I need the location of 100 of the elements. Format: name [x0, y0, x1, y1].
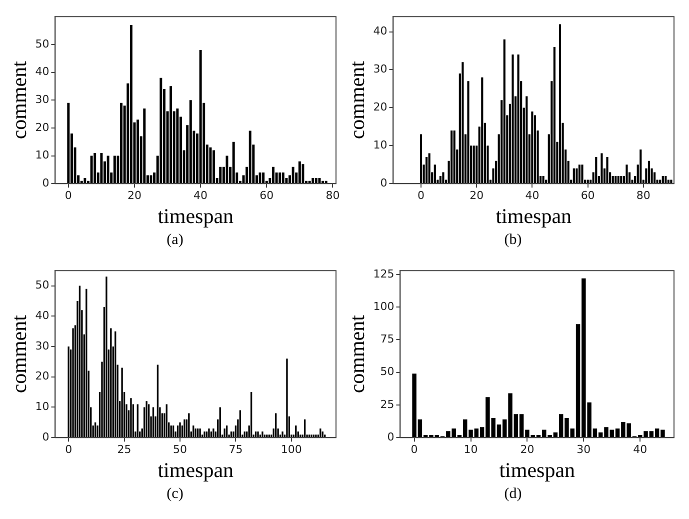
y-tick-label: 25: [380, 398, 394, 411]
bar: [442, 172, 444, 184]
bar: [318, 178, 321, 184]
x-tick-label: 0: [410, 443, 418, 456]
bar: [219, 166, 222, 184]
bar: [434, 164, 436, 184]
y-axis-title: comment: [345, 60, 370, 140]
x-tick-label: 60: [580, 189, 595, 202]
bar: [298, 161, 301, 184]
bar: [312, 178, 314, 184]
bar: [314, 178, 318, 184]
bar: [120, 102, 123, 184]
bar: [67, 102, 70, 184]
bar: [614, 176, 617, 184]
bar: [553, 46, 556, 184]
bar: [428, 153, 430, 184]
bar: [653, 172, 656, 184]
bar: [212, 150, 216, 184]
x-axis-title: timespan: [158, 204, 234, 228]
bar: [640, 149, 642, 184]
x-tick-label: 10: [464, 443, 478, 456]
bar: [542, 176, 544, 184]
bar: [160, 78, 162, 184]
bar: [581, 164, 584, 184]
bar: [453, 130, 456, 184]
bar: [664, 176, 667, 184]
bar: [578, 164, 581, 184]
y-tick-label: 30: [35, 92, 50, 106]
x-tick-label: 80: [326, 189, 340, 202]
x-tick-label: 40: [525, 189, 540, 202]
bar: [662, 176, 664, 184]
text: (d): [504, 485, 522, 504]
bar: [467, 81, 470, 184]
y-tick-label: 50: [380, 365, 394, 378]
x-tick-label: 0: [64, 189, 72, 202]
bar: [292, 166, 294, 184]
bar: [648, 160, 650, 184]
y-tick-label: 100: [373, 300, 394, 313]
y-tick-label: 75: [380, 332, 394, 346]
x-axis-title: timespan: [158, 458, 234, 482]
y-axis-title: comment: [7, 60, 32, 140]
bar: [606, 157, 608, 184]
x-axis-title: timespan: [499, 458, 576, 482]
bar: [670, 180, 672, 184]
bar: [617, 176, 620, 184]
text: (c): [166, 485, 184, 504]
x-tick-label: 25: [117, 443, 132, 456]
x-tick-label: 40: [194, 189, 208, 202]
y-tick-label: 10: [373, 138, 388, 152]
bar: [170, 86, 172, 184]
y-tick-label: 125: [373, 267, 394, 280]
bar: [113, 156, 116, 184]
bar: [106, 156, 110, 184]
bar: [576, 168, 578, 184]
bar: [512, 54, 514, 184]
y-tick-label: 30: [373, 62, 388, 76]
bar: [481, 77, 484, 184]
y-tick-label: 0: [380, 176, 388, 190]
y-axis-title: comment: [7, 314, 32, 394]
x-tick-label: 20: [127, 189, 142, 202]
bar: [272, 166, 274, 184]
y-axis-title: comment: [345, 314, 370, 394]
bar: [258, 172, 262, 184]
bar: [572, 168, 575, 184]
y-tick-label: 50: [35, 37, 50, 50]
x-tick-label: 20: [520, 443, 534, 456]
bar: [136, 120, 140, 184]
x-tick-label: 0: [418, 189, 424, 202]
bar: [189, 100, 192, 184]
y-tick-label: 10: [35, 400, 50, 414]
x-tick-label: 100: [280, 443, 302, 456]
bar: [94, 152, 96, 184]
x-axis-title: timespan: [496, 204, 572, 228]
x-tick-label: 75: [228, 443, 243, 456]
y-tick-label: 10: [35, 148, 50, 162]
bar: [526, 96, 528, 184]
x-tick-label: 20: [470, 189, 484, 202]
bar: [426, 157, 428, 184]
x-tick-label: 60: [260, 189, 274, 202]
y-tick-label: 30: [35, 339, 50, 352]
x-tick-label: 50: [173, 443, 187, 456]
y-tick-label: 20: [35, 370, 50, 383]
bar: [282, 172, 284, 184]
bar: [531, 111, 534, 184]
y-tick-label: 20: [35, 120, 50, 134]
bar: [130, 24, 132, 184]
bar: [226, 156, 228, 184]
bar: [462, 62, 464, 184]
y-tick-label: 0: [42, 430, 50, 444]
bar: [626, 164, 628, 184]
y-tick-label: 40: [373, 24, 388, 38]
bar: [472, 146, 475, 184]
bar: [100, 152, 103, 184]
x-tick-label: 30: [576, 443, 591, 456]
y-tick-label: 20: [373, 100, 388, 114]
bar: [600, 153, 603, 184]
bar: [278, 172, 282, 184]
bar: [595, 157, 598, 184]
y-tick-label: 50: [35, 278, 50, 292]
y-tick-label: 0: [42, 176, 50, 190]
